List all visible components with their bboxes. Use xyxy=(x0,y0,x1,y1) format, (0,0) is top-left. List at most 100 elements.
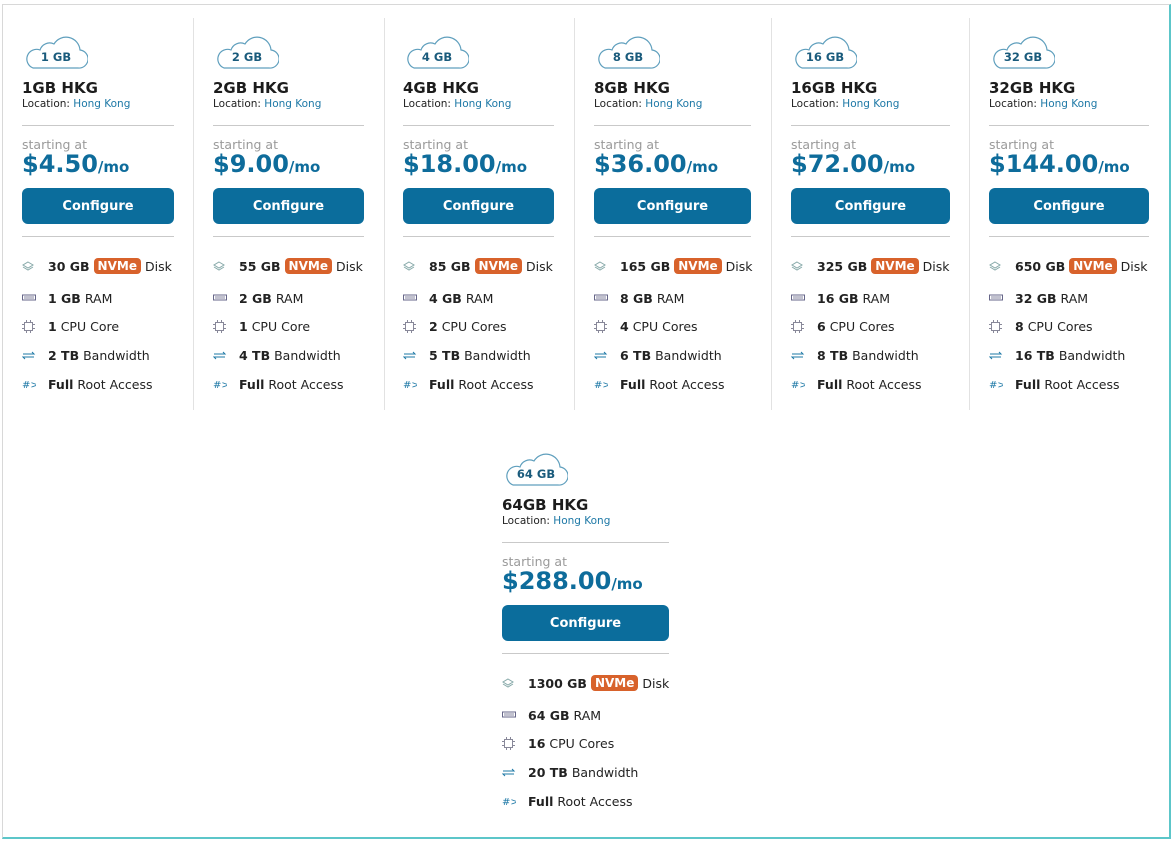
feature-amount: Full xyxy=(817,376,843,392)
location-value: Hong Kong xyxy=(454,98,512,110)
feature-icon xyxy=(791,319,804,333)
starting-at: starting at xyxy=(22,137,87,152)
feature-label: Disk xyxy=(725,258,753,274)
feature: 16 TB Bandwidth xyxy=(989,346,1125,364)
price: $4.50/mo xyxy=(22,150,129,178)
price-amount: $144.00 xyxy=(989,150,1099,178)
feature-label: Bandwidth xyxy=(464,347,531,363)
cloud-badge: 16 GB xyxy=(795,36,857,69)
separator xyxy=(574,18,575,410)
feature-icon xyxy=(403,351,417,359)
feature-label: CPU Core xyxy=(251,318,311,334)
location-value: Hong Kong xyxy=(553,515,611,527)
feature-amount: 6 xyxy=(817,318,826,334)
divider xyxy=(22,236,174,237)
cloud-badge: 8 GB xyxy=(598,36,660,69)
feature-amount: 2 GB xyxy=(239,290,272,306)
feature-icon xyxy=(213,260,225,271)
feature-amount: 8 xyxy=(1015,318,1024,334)
plan-name: 64GB HKG xyxy=(502,496,589,514)
feature: #> Full Root Access xyxy=(594,375,724,393)
feature-amount: 650 GB xyxy=(1015,258,1066,274)
divider xyxy=(989,125,1149,126)
svg-text:#>: #> xyxy=(213,380,227,391)
divider xyxy=(502,653,669,654)
feature: 6 CPU Cores xyxy=(791,317,895,335)
badge-label: 32 GB xyxy=(1004,50,1042,64)
configure-button[interactable]: Configure xyxy=(594,188,751,224)
feature-amount: 8 GB xyxy=(620,290,653,306)
feature: 1300 GB NVMe Disk xyxy=(502,674,669,692)
price: $36.00/mo xyxy=(594,150,718,178)
configure-button[interactable]: Configure xyxy=(22,188,174,224)
divider xyxy=(791,236,950,237)
price-period: /mo xyxy=(686,158,719,176)
feature-amount: 1 xyxy=(48,318,57,334)
feature-label: Root Access xyxy=(1044,376,1120,392)
feature-amount: 2 TB xyxy=(48,347,80,363)
feature-icon xyxy=(403,294,417,300)
price: $18.00/mo xyxy=(403,150,527,178)
price: $9.00/mo xyxy=(213,150,320,178)
location: Location: Hong Kong xyxy=(502,515,610,527)
feature-label: Disk xyxy=(922,258,950,274)
feature-label: Root Access xyxy=(458,376,534,392)
feature-amount: 325 GB xyxy=(817,258,868,274)
feature-label: CPU Cores xyxy=(632,318,698,334)
feature-label: Root Access xyxy=(557,793,633,809)
feature-icon xyxy=(502,677,514,688)
divider xyxy=(791,125,950,126)
feature-amount: 4 xyxy=(620,318,629,334)
configure-button[interactable]: Configure xyxy=(791,188,950,224)
frame xyxy=(2,4,1171,839)
feature-label: Bandwidth xyxy=(274,347,341,363)
feature-label: Bandwidth xyxy=(83,347,150,363)
feature-label: Disk xyxy=(1120,258,1148,274)
feature: #> Full Root Access xyxy=(22,375,152,393)
feature-icon xyxy=(989,294,1003,300)
feature-label: RAM xyxy=(275,290,304,306)
plan-name: 8GB HKG xyxy=(594,79,670,97)
divider xyxy=(594,236,751,237)
plan-card: 2 GB 2GB HKG Location: Hong Kong starting a… xyxy=(213,30,364,410)
price: $144.00/mo xyxy=(989,150,1130,178)
feature-label: Disk xyxy=(335,258,363,274)
badge-label: 64 GB xyxy=(517,467,555,481)
feature-icon xyxy=(989,351,1003,359)
price-amount: $18.00 xyxy=(403,150,496,178)
feature-label: Bandwidth xyxy=(655,347,722,363)
separator xyxy=(771,18,772,410)
plan-name: 4GB HKG xyxy=(403,79,479,97)
configure-button[interactable]: Configure xyxy=(213,188,364,224)
nvme-tag: NVMe xyxy=(674,258,722,274)
feature-label: Bandwidth xyxy=(1058,347,1126,363)
feature: 325 GB NVMe Disk xyxy=(791,257,950,275)
price-amount: $288.00 xyxy=(502,567,612,595)
feature-label: CPU Cores xyxy=(1027,318,1093,334)
badge-label: 16 GB xyxy=(806,50,844,64)
feature: 165 GB NVMe Disk xyxy=(594,257,753,275)
feature-icon xyxy=(213,319,226,333)
feature-label: Root Access xyxy=(77,376,153,392)
divider xyxy=(502,542,669,543)
feature-icon xyxy=(502,768,516,776)
feature-icon xyxy=(22,294,36,300)
feature: 1 GB RAM xyxy=(22,289,112,307)
plan-card: 8 GB 8GB HKG Location: Hong Kong starting a… xyxy=(594,30,753,410)
feature: #> Full Root Access xyxy=(403,375,533,393)
location-label: Location: xyxy=(403,98,451,110)
badge-label: 4 GB xyxy=(422,50,452,64)
feature-label: RAM xyxy=(656,290,685,306)
configure-button[interactable]: Configure xyxy=(403,188,554,224)
price-period: /mo xyxy=(97,158,130,176)
configure-button[interactable]: Configure xyxy=(989,188,1149,224)
feature: #> Full Root Access xyxy=(502,792,632,810)
svg-text:#>: #> xyxy=(22,380,36,391)
feature-label: CPU Cores xyxy=(549,735,615,751)
cloud-badge: 64 GB xyxy=(506,453,568,486)
configure-button[interactable]: Configure xyxy=(502,605,669,641)
nvme-tag: NVMe xyxy=(93,258,141,274)
feature-icon xyxy=(403,260,415,271)
plan-card: 16 GB 16GB HKG Location: Hong Kong starting… xyxy=(791,30,950,410)
divider xyxy=(403,125,554,126)
